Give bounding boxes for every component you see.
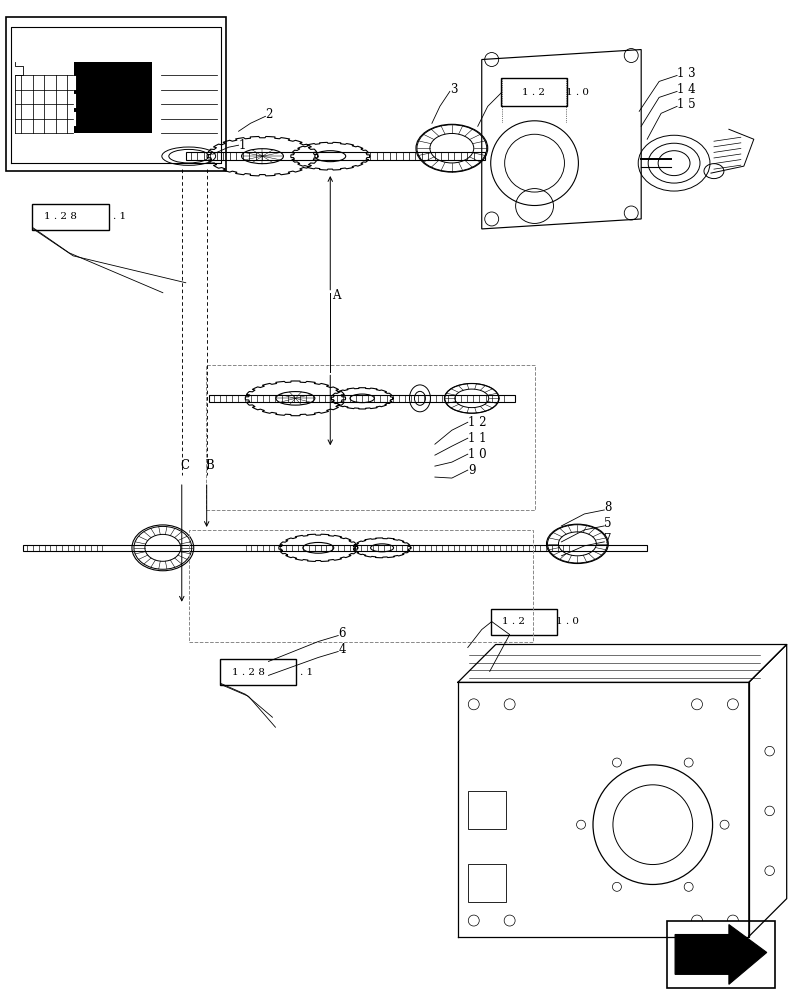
Text: 1 3: 1 3 [676, 67, 695, 80]
Text: C: C [181, 459, 190, 472]
Text: 1 5: 1 5 [676, 98, 695, 111]
Text: 4: 4 [338, 643, 345, 656]
Text: 5: 5 [603, 517, 611, 530]
Text: 2: 2 [265, 108, 272, 121]
Bar [6, 17, 225, 171]
Polygon shape [674, 925, 766, 984]
Text: 1 . 2: 1 . 2 [501, 617, 525, 626]
Text: 6: 6 [338, 627, 345, 640]
Text: 1 . 2: 1 . 2 [521, 88, 544, 97]
Bar [74, 62, 152, 133]
Bar [467, 864, 505, 902]
Bar [188, 530, 532, 642]
FancyBboxPatch shape [500, 78, 567, 106]
Text: B: B [205, 459, 214, 472]
Text: 1 0: 1 0 [467, 448, 486, 461]
Text: 1 . 0: 1 . 0 [556, 617, 578, 626]
Text: 9: 9 [467, 464, 474, 477]
Text: 1 . 2 8: 1 . 2 8 [44, 212, 77, 221]
Bar [467, 791, 505, 829]
Text: 1 1: 1 1 [467, 432, 486, 445]
FancyBboxPatch shape [490, 609, 557, 635]
Text: 3: 3 [449, 83, 457, 96]
Text: 1 4: 1 4 [676, 83, 695, 96]
Text: . 1: . 1 [300, 668, 313, 677]
Text: . 1: . 1 [113, 212, 126, 221]
Text: 1 . 2 8: 1 . 2 8 [231, 668, 264, 677]
Text: 1: 1 [238, 139, 246, 152]
Text: 1 . 0: 1 . 0 [565, 88, 588, 97]
Bar [205, 365, 534, 510]
FancyBboxPatch shape [32, 204, 109, 230]
Bar [667, 921, 774, 988]
FancyBboxPatch shape [219, 659, 296, 685]
Text: 8: 8 [603, 501, 611, 514]
Text: 1 2: 1 2 [467, 416, 486, 429]
Text: A: A [332, 289, 341, 302]
Text: 7: 7 [603, 533, 611, 546]
